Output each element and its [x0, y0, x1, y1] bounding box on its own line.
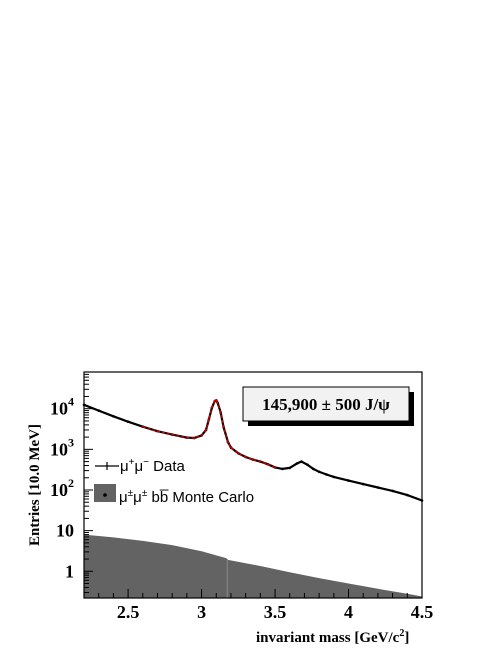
fit-point — [213, 400, 216, 402]
fit-point — [141, 425, 144, 428]
fit-point — [215, 399, 218, 402]
data-point — [347, 479, 350, 482]
legend: μ+μ− Data μ±μ± bb̅ Monte Carlo — [94, 457, 254, 506]
x-tick-label: 3.5 — [264, 602, 287, 622]
y-tick-label: 102 — [50, 476, 74, 500]
data-point — [391, 489, 394, 493]
fit-point — [200, 434, 203, 437]
y-axis-title: Entries [10.0 MeV] — [27, 424, 43, 546]
data-point — [332, 475, 336, 479]
data-point — [112, 415, 115, 418]
legend-mc-swatch-icon — [94, 484, 116, 502]
fit-point — [216, 401, 219, 404]
x-axis-title-main: invariant mass [GeV/c — [256, 630, 400, 646]
y-tick-label: 103 — [50, 435, 74, 459]
fit-point — [219, 411, 222, 414]
x-tick-label: 4 — [344, 602, 353, 622]
data-point — [288, 466, 292, 470]
data-point — [97, 409, 100, 412]
x-tick-label: 3 — [197, 602, 206, 622]
fit-point — [185, 436, 188, 439]
x-axis-title-sup: 2 — [399, 628, 404, 639]
data-point — [361, 482, 365, 486]
y-tick-label: 1 — [65, 561, 74, 581]
data-point — [312, 467, 315, 471]
series-layer — [82, 399, 424, 502]
annotation-text: 145,900 ± 500 J/ψ — [262, 395, 390, 414]
fit-point — [274, 466, 276, 469]
fit-point — [207, 418, 210, 421]
fit-point — [156, 430, 159, 433]
fit-point — [252, 458, 254, 461]
fit-point — [259, 460, 262, 463]
x-tick-label: 2.5 — [117, 602, 140, 622]
data-point — [281, 467, 284, 471]
fit-point — [193, 437, 196, 439]
fit-point — [227, 441, 229, 444]
data-point — [300, 460, 303, 463]
x-axis-title-end: ] — [404, 630, 409, 646]
data-point — [406, 493, 409, 497]
fit-point — [237, 452, 240, 455]
y-tick-label: 104 — [50, 395, 74, 419]
fit-point — [266, 463, 269, 466]
legend-item-mc: μ±μ± bb̅ Monte Carlo — [94, 484, 254, 506]
data-point — [295, 462, 299, 465]
fit-point — [210, 406, 213, 409]
legend-mc-marker-icon — [103, 493, 107, 497]
data-point — [317, 470, 321, 474]
fit-point — [244, 456, 247, 458]
x-tick-label: 4.5 — [411, 602, 434, 622]
fit-point — [222, 426, 225, 429]
fit-point — [230, 446, 232, 449]
y-tick-label: 10 — [56, 521, 74, 541]
legend-item-data: μ+μ− Data — [95, 457, 186, 475]
legend-data-label: μ+μ− Data — [120, 457, 186, 475]
legend-mc-label: μ±μ± bb̅ Monte Carlo — [119, 488, 254, 506]
x-axis-title: invariant mass [GeV/c2] — [256, 628, 409, 646]
data-point — [325, 473, 328, 476]
mc-fill-layer — [84, 534, 422, 598]
fit-series-line — [142, 399, 276, 469]
plot-frame — [83, 371, 423, 599]
fit-point — [205, 429, 207, 431]
fit-point — [171, 433, 174, 436]
mc-area — [84, 534, 422, 598]
annotation-box — [242, 386, 410, 422]
ticks-layer: 2.5 3 3.5 4 4.5 1 10 102 103 104 — [50, 371, 434, 622]
data-point — [126, 420, 130, 424]
data-point — [306, 463, 309, 467]
data-point — [376, 486, 380, 489]
